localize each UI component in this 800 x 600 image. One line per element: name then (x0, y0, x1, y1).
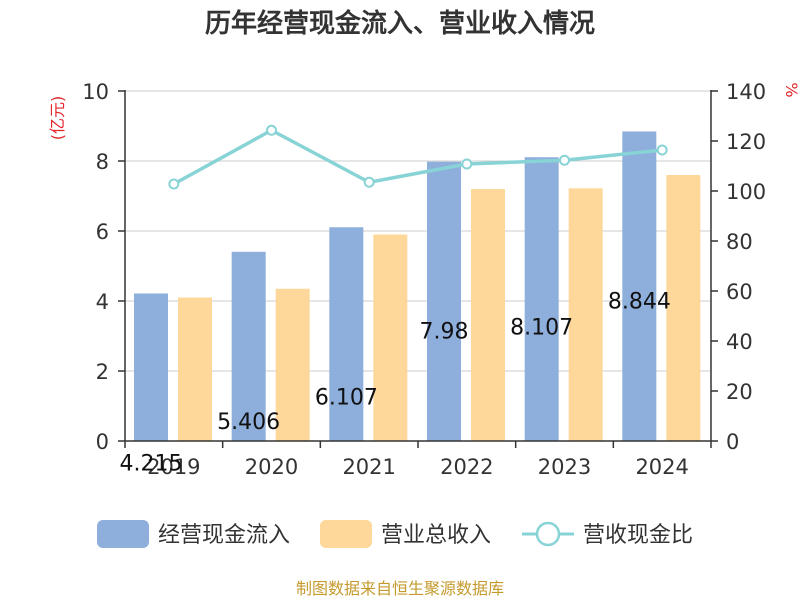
right-tick-label: 40 (726, 330, 753, 354)
cash-inflow-bar (524, 157, 559, 441)
right-tick-label: 140 (726, 80, 766, 104)
left-tick-label: 0 (96, 430, 109, 454)
left-tick-label: 10 (82, 80, 109, 104)
cash-inflow-bar (231, 251, 266, 441)
left-tick-label: 2 (96, 360, 109, 384)
revenue-bar (471, 189, 505, 441)
ratio-point (168, 178, 180, 190)
right-tick-label: 0 (726, 430, 739, 454)
right-tick-label: 120 (726, 130, 766, 154)
left-tick-label: 6 (96, 220, 109, 244)
revenue-bar (568, 188, 603, 441)
ratio-line-group (168, 124, 668, 190)
x-tick-label: 2020 (245, 455, 298, 479)
legend-swatch-ratio-marker (535, 521, 561, 547)
cash-inflow-bar (427, 161, 461, 441)
bar-group (134, 131, 701, 441)
ratio-point (363, 176, 375, 188)
right-tick-label: 100 (726, 180, 766, 204)
right-axis-unit: % (782, 82, 800, 97)
revenue-bar (373, 234, 408, 441)
legend-label-revenue: 营业总收入 (381, 523, 491, 548)
ratio-point (266, 124, 277, 136)
x-tick-label: 2023 (538, 455, 591, 479)
ratio-point (461, 158, 473, 170)
cash-inflow-data-label: 5.406 (217, 410, 280, 435)
legend-label-cash-inflow: 经营现金流入 (158, 523, 290, 548)
cash-inflow-bar (134, 293, 168, 441)
cash-inflow-bar (622, 131, 657, 441)
right-tick-label: 20 (726, 380, 753, 404)
legend: 经营现金流入 营业总收入 营收现金比 (97, 520, 693, 548)
x-tick-label: 2019 (147, 455, 200, 479)
cash-inflow-data-label: 6.107 (315, 385, 378, 410)
cash-inflow-bar (329, 227, 364, 441)
ratio-line (172, 128, 663, 186)
source-note: 制图数据来自恒生聚源数据库 (296, 579, 504, 598)
ratio-point (656, 144, 668, 156)
right-tick-label: 80 (726, 230, 753, 254)
data-labels: 4.215 5.406 6.107 7.98 8.107 8.844 (120, 289, 671, 476)
revenue-bar (178, 297, 212, 441)
cash-inflow-data-label: 8.107 (510, 315, 573, 340)
legend-swatch-revenue (320, 520, 372, 548)
x-tick-label: 2021 (342, 455, 395, 479)
cash-inflow-data-label: 8.844 (608, 289, 671, 314)
revenue-bar (275, 288, 310, 441)
legend-swatch-cash-inflow (97, 520, 149, 548)
right-tick-label: 60 (726, 280, 753, 304)
x-tick-label: 2024 (635, 455, 688, 479)
chart-title: 历年经营现金流入、营业收入情况 (205, 8, 595, 39)
left-tick-label: 8 (96, 150, 109, 174)
cash-inflow-data-label: 7.98 (420, 320, 469, 345)
x-tick-label: 2022 (440, 455, 493, 479)
cash-inflow-data-label: 4.215 (120, 451, 183, 476)
left-axis-unit: (亿元) (48, 96, 67, 141)
legend-label-ratio: 营收现金比 (583, 523, 693, 548)
left-tick-label: 4 (96, 290, 109, 314)
revenue-bar (666, 175, 701, 441)
ratio-point (559, 154, 570, 166)
